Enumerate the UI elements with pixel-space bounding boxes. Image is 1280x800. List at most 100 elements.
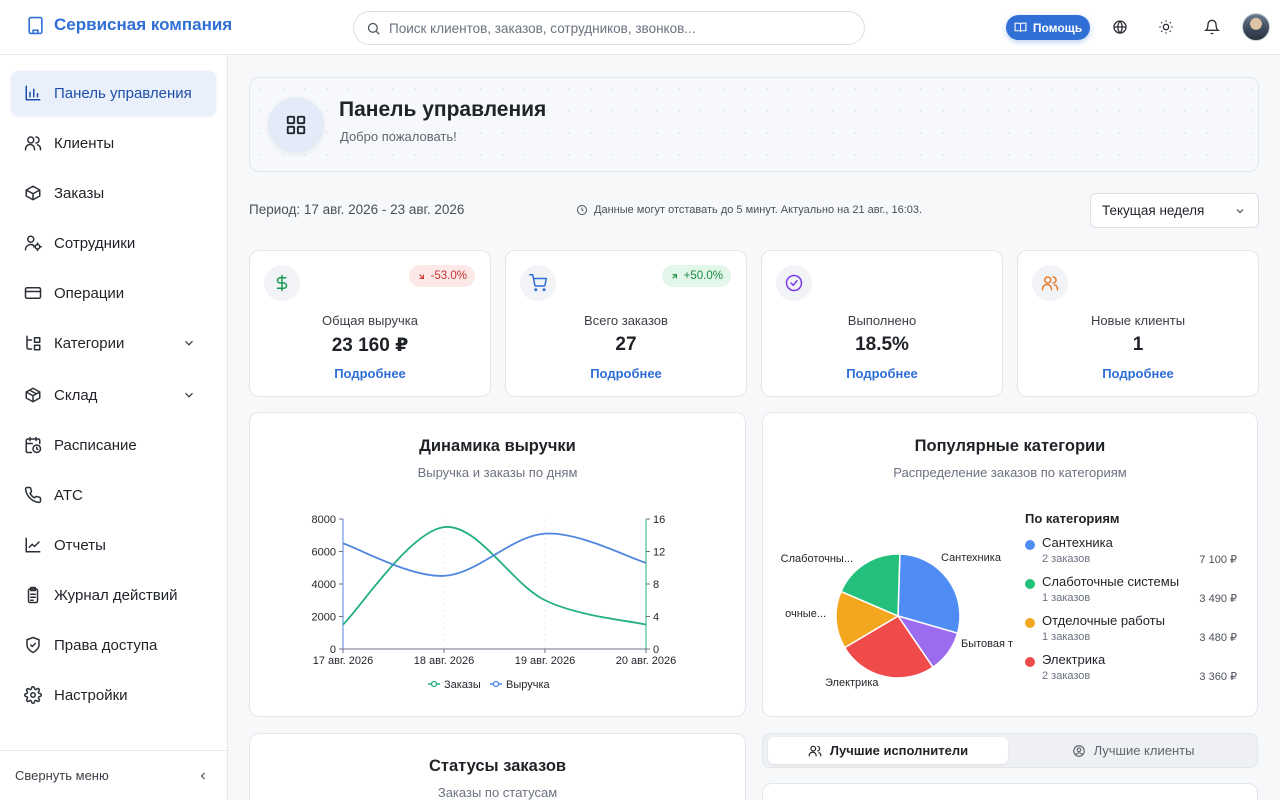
- collapse-menu-button[interactable]: Свернуть меню: [0, 750, 227, 800]
- categories-card-subtitle: Распределение заказов по категориям: [893, 465, 1127, 480]
- revenue-line-chart: 0 2000 4000 6000 8000 0 4 8 12 16 17 авг. 2026 18 а…: [312, 514, 677, 691]
- tab-top-clients[interactable]: Лучшие клиенты: [1013, 737, 1253, 764]
- sidebar-item-dashboard[interactable]: Панель управления: [11, 71, 216, 115]
- pie-slice-label: Бытовая т: [961, 638, 1013, 650]
- series-line-orders: [342, 526, 647, 626]
- revenue-card-title: Динамика выручки: [419, 437, 576, 455]
- pie-slice[interactable]: [897, 553, 961, 635]
- sidebar-item-activity-log[interactable]: Журнал действий: [11, 573, 216, 617]
- tab-top-performers[interactable]: Лучшие исполнители: [768, 737, 1008, 764]
- sidebar-item-employees[interactable]: Сотрудники: [11, 221, 216, 265]
- language-button[interactable]: [1111, 18, 1129, 36]
- brand-name: Сервисная компания: [54, 15, 233, 34]
- sidebar-item-schedule[interactable]: Расписание: [11, 423, 216, 467]
- help-label: Помощь: [1032, 20, 1083, 35]
- clipboard-icon: [27, 586, 39, 604]
- details-link[interactable]: Подробнее: [846, 366, 918, 381]
- legend-dot: [1025, 618, 1035, 628]
- sidebar-item-reports[interactable]: Отчеты: [11, 523, 216, 567]
- brand[interactable]: Сервисная компания: [26, 15, 232, 35]
- sidebar-item-categories[interactable]: Категории: [11, 321, 216, 365]
- globe-icon: [1113, 20, 1127, 34]
- kpi-value: 1: [1132, 334, 1144, 355]
- trend-badge-value: +50.0%: [683, 270, 723, 282]
- revenue-card-subtitle: Выручка и заказы по дням: [417, 465, 578, 480]
- page-hero: Панель управления Добро пожаловать!: [249, 77, 1259, 172]
- kpi-card: Выполнено 18.5% Подробнее: [761, 250, 1003, 397]
- legend-label: Заказы: [444, 679, 481, 691]
- series-line-revenue: [342, 532, 647, 577]
- calendar-clock-icon: [25, 436, 42, 454]
- legend-name: Слаботочные системы: [1042, 574, 1180, 589]
- period-select[interactable]: Текущая неделя: [1090, 193, 1259, 228]
- kpi-card: +50.0% Всего заказов 27 Подробнее: [505, 250, 747, 397]
- details-link[interactable]: Подробнее: [590, 366, 662, 381]
- dollar-icon: [276, 274, 288, 292]
- user-cog-icon: [24, 235, 42, 252]
- cart-icon: [529, 274, 547, 292]
- details-link[interactable]: Подробнее: [334, 366, 406, 381]
- bell-icon: [1204, 19, 1220, 35]
- page-subtitle: Добро пожаловать!: [340, 129, 457, 144]
- sidebar-item-access-rights[interactable]: Права доступа: [11, 623, 216, 667]
- dashboard-icon: [268, 97, 324, 153]
- kpi-icon-wrap: [776, 265, 812, 301]
- check-circle-icon: [785, 274, 803, 292]
- phone-icon: [24, 486, 42, 504]
- shield-icon: [26, 636, 40, 654]
- legend-amount: 7 100 ₽: [1199, 554, 1237, 566]
- tab-top-performers-label: Лучшие исполнители: [829, 743, 969, 758]
- chevron-down-icon: [185, 392, 193, 398]
- category-legend-item: Отделочные работы 1 заказов 3 480 ₽: [1025, 613, 1237, 649]
- data-freshness-notice: Данные могут отставать до 5 минут. Актуа…: [576, 204, 922, 216]
- sidebar-item-clients[interactable]: Клиенты: [11, 121, 216, 165]
- trend-badge: -53.0%: [408, 265, 475, 287]
- legend-amount: 3 490 ₽: [1199, 593, 1237, 605]
- pie-slice[interactable]: [840, 553, 901, 618]
- notifications-button[interactable]: [1203, 18, 1221, 36]
- y-right-tick-label: 8: [653, 579, 659, 591]
- y-left-tick-label: 0: [330, 644, 336, 656]
- users-icon: [808, 745, 822, 756]
- pie-slice[interactable]: [843, 614, 934, 679]
- y-left-tick-label: 6000: [312, 547, 336, 559]
- kpi-label: Новые клиенты: [1090, 313, 1186, 328]
- building-icon: [28, 16, 43, 34]
- sidebar: Панель управления Клиенты Заказы Сотрудники…: [0, 55, 228, 800]
- kpi-card: -53.0% Общая выручка 23 160 ₽ Подробнее: [249, 250, 491, 397]
- legend-count: 1 заказов: [1042, 631, 1091, 643]
- status-card-title: Статусы заказов: [428, 757, 567, 775]
- page-title: Панель управления: [339, 98, 547, 121]
- y-right-tick-label: 12: [653, 547, 665, 559]
- sidebar-item-warehouse[interactable]: Склад: [11, 373, 216, 417]
- tab-top-clients-label: Лучшие клиенты: [1093, 743, 1195, 758]
- legend-title: По категориям: [1025, 511, 1120, 526]
- sidebar-item-orders[interactable]: Заказы: [11, 171, 216, 215]
- revenue-chart-card: Динамика выручки Выручка и заказы по дня…: [249, 412, 746, 717]
- sidebar-item-pbx[interactable]: АТС: [11, 473, 216, 517]
- line-chart-icon: [25, 537, 41, 553]
- categories-card: Популярные категории Распределение заказ…: [762, 412, 1258, 717]
- help-button[interactable]: Помощь: [1006, 15, 1090, 40]
- sidebar-item-label: Журнал действий: [54, 586, 178, 604]
- theme-toggle[interactable]: [1157, 18, 1175, 36]
- sun-icon: [1159, 20, 1173, 34]
- arrow-down-right-icon: [418, 273, 424, 279]
- y-right-tick-label: 16: [653, 514, 665, 526]
- sidebar-item-settings[interactable]: Настройки: [11, 673, 216, 717]
- collapse-menu-label: Свернуть меню: [15, 768, 109, 783]
- top-header: Сервисная компания Помощь: [0, 0, 1280, 55]
- pie-slice-label: Слаботочны...: [781, 553, 853, 565]
- user-avatar[interactable]: [1242, 13, 1270, 41]
- users-icon: [24, 136, 42, 151]
- sidebar-item-label: Права доступа: [54, 636, 158, 654]
- clock-icon: [577, 205, 587, 215]
- global-search[interactable]: [353, 11, 865, 45]
- pie-slice-label: Электрика: [825, 677, 879, 689]
- category-legend-item: Слаботочные системы 1 заказов 3 490 ₽: [1025, 574, 1237, 610]
- details-link[interactable]: Подробнее: [1102, 366, 1174, 381]
- sidebar-item-label: Отчеты: [54, 536, 106, 554]
- search-input[interactable]: [389, 20, 849, 36]
- sidebar-item-operations[interactable]: Операции: [11, 271, 216, 315]
- pie-slice[interactable]: [835, 590, 900, 649]
